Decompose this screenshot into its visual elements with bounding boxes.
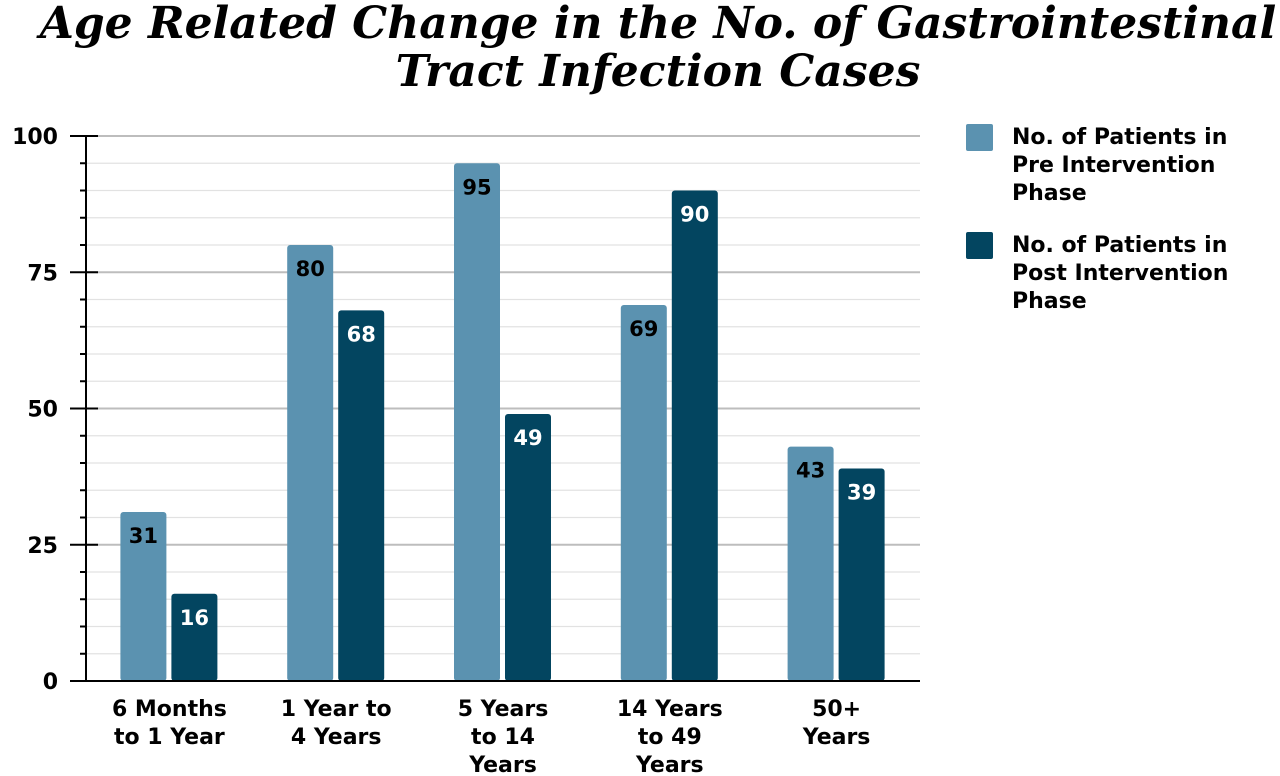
x-tick-label-line: 4 Years bbox=[291, 725, 382, 750]
x-tick-label-line: 5 Years bbox=[458, 697, 549, 722]
bar-post bbox=[171, 593, 218, 681]
legend-entry-line: Phase bbox=[1012, 289, 1087, 314]
y-axis: 0 25 50 75 100 bbox=[12, 125, 98, 695]
data-label: 68 bbox=[347, 322, 376, 346]
x-tick-label-line: Years bbox=[635, 753, 704, 776]
legend: No. of Patients in Pre Intervention PhaseN… bbox=[966, 124, 1228, 314]
chart-title: Age Related Change in the No. of Gastroi… bbox=[0, 0, 1280, 96]
bar-pre bbox=[620, 304, 667, 681]
bar-pre bbox=[287, 245, 334, 681]
y-tick-label: 50 bbox=[27, 398, 58, 423]
legend-swatch bbox=[966, 124, 993, 151]
data-label: 90 bbox=[680, 203, 709, 227]
y-tick-label: 25 bbox=[27, 534, 58, 559]
data-labels: 31 80 95 69 43 16 68 49 90 39 bbox=[129, 175, 876, 630]
data-label: 43 bbox=[796, 459, 825, 483]
data-label: 49 bbox=[513, 426, 542, 450]
x-tick-label-line: 6 Months bbox=[112, 697, 227, 722]
legend-entry-line: No. of Patients in bbox=[1012, 125, 1227, 150]
legend-entry-line: Phase bbox=[1012, 181, 1087, 206]
bar-post bbox=[338, 310, 385, 681]
bar-pre bbox=[787, 446, 834, 681]
x-tick-label: 50+ Years bbox=[802, 697, 871, 750]
x-tick-label-line: 14 Years bbox=[617, 697, 723, 722]
bar-pre bbox=[120, 512, 167, 681]
bar-post bbox=[838, 468, 885, 681]
data-label: 69 bbox=[629, 317, 658, 341]
bar-post bbox=[671, 190, 718, 681]
bar-pre bbox=[454, 163, 500, 681]
x-axis-labels: 6 Months to 1 Year 1 Year to 4 Years 5 Years… bbox=[112, 697, 870, 776]
data-label: 80 bbox=[296, 257, 325, 281]
x-tick-label-line: Years bbox=[802, 725, 871, 750]
x-tick-label-line: Years bbox=[468, 753, 537, 776]
x-tick-label: 14 Years to 49 Years bbox=[617, 697, 723, 776]
x-tick-label-line: to 49 bbox=[638, 725, 702, 750]
legend-swatch bbox=[966, 232, 993, 259]
x-tick-label-line: to 1 Year bbox=[114, 725, 225, 750]
legend-entry-line: Pre Intervention bbox=[1012, 153, 1215, 178]
x-tick-label: 6 Months to 1 Year bbox=[112, 697, 227, 750]
data-label: 95 bbox=[462, 175, 491, 199]
y-tick-label: 100 bbox=[12, 125, 58, 150]
x-tick-label: 1 Year to 4 Years bbox=[281, 697, 392, 750]
legend-entry: No. of Patients in Pre Intervention Phase bbox=[1012, 125, 1227, 206]
data-label: 16 bbox=[180, 606, 209, 630]
data-label: 31 bbox=[129, 524, 158, 548]
x-tick-label: 5 Years to 14 Years bbox=[458, 697, 549, 776]
bar-post bbox=[505, 413, 551, 681]
x-tick-label-line: to 14 bbox=[471, 725, 535, 750]
legend-entry-line: Post Intervention bbox=[1012, 261, 1228, 286]
chart-title-line-2: Tract Infection Cases bbox=[395, 46, 921, 97]
y-tick-label: 0 bbox=[43, 670, 58, 695]
y-tick-label: 75 bbox=[27, 261, 58, 286]
legend-entry: No. of Patients in Post Intervention Phase bbox=[1012, 233, 1228, 314]
chart-title-line-1: Age Related Change in the No. of Gastroi… bbox=[39, 0, 1277, 49]
gridlines bbox=[86, 135, 920, 655]
x-tick-label-line: 50+ bbox=[812, 697, 861, 722]
data-label: 39 bbox=[847, 480, 876, 504]
x-tick-label-line: 1 Year to bbox=[281, 697, 392, 722]
legend-entry-line: No. of Patients in bbox=[1012, 233, 1227, 258]
bars bbox=[120, 163, 885, 681]
